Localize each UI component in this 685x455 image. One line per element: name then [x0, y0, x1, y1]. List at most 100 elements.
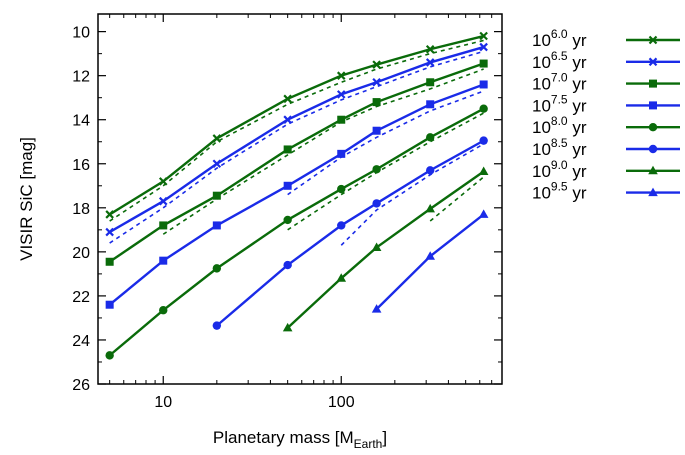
- data-point: [159, 306, 168, 315]
- data-point: [105, 227, 114, 237]
- series-line: [216, 139, 485, 327]
- y-tick-label: 12: [72, 69, 90, 86]
- legend-label: 109.0 yr: [532, 158, 587, 181]
- legend-item: 108.0 yr: [532, 114, 680, 137]
- y-tick-label: 14: [72, 113, 90, 130]
- data-point: [372, 60, 381, 69]
- data-point: [212, 134, 222, 143]
- data-point: [283, 145, 292, 154]
- data-point: [479, 136, 488, 145]
- series-line: [108, 62, 485, 263]
- legend-marker: [648, 35, 658, 45]
- data-point: [479, 80, 488, 89]
- ticks-layer: 10 12 14 16 18 20 22 24 26 10 100: [72, 14, 503, 411]
- reference-dashed-line: [109, 39, 484, 222]
- legend-item: 106.5 yr: [532, 49, 680, 72]
- series-line: [109, 45, 484, 234]
- series-line: [108, 83, 485, 306]
- legend-item: 109.5 yr: [532, 180, 680, 203]
- data-point: [105, 210, 114, 219]
- x-axis-label: Planetary mass [MEarth]: [213, 428, 387, 451]
- data-point: [337, 184, 346, 194]
- data-point: [336, 273, 347, 282]
- legend-item: 107.0 yr: [532, 71, 680, 94]
- data-point: [372, 199, 381, 208]
- legend-label: 106.5 yr: [532, 49, 587, 72]
- data-point: [212, 321, 222, 330]
- y-tick-label: 24: [72, 333, 90, 350]
- series-line: [375, 213, 485, 310]
- legend-marker: [648, 123, 658, 132]
- series-7.5: [105, 80, 488, 309]
- y-tick-label: 10: [72, 25, 90, 42]
- data-point: [479, 59, 488, 68]
- data-point: [426, 100, 435, 109]
- data-point: [372, 77, 381, 87]
- legend-label: 107.0 yr: [532, 71, 587, 94]
- legend-item: 109.0 yr: [532, 158, 680, 181]
- y-tick-label: 22: [72, 289, 90, 306]
- x-tick-label: 100: [328, 394, 355, 411]
- legend-label: 107.5 yr: [532, 92, 587, 115]
- data-point: [105, 300, 114, 309]
- data-point: [426, 78, 435, 87]
- legend-marker: [649, 79, 657, 88]
- y-tick-label: 26: [72, 377, 90, 394]
- data-point: [105, 257, 114, 266]
- data-point: [283, 260, 292, 270]
- data-point: [212, 191, 221, 200]
- data-point: [283, 181, 292, 190]
- data-point: [336, 90, 346, 99]
- data-point: [337, 115, 346, 124]
- series-layer: [105, 31, 489, 360]
- data-point: [425, 203, 435, 213]
- legend-marker: [648, 165, 658, 175]
- data-point: [478, 209, 489, 218]
- reference-dashed-line: [287, 90, 484, 196]
- legend-label: 109.5 yr: [532, 180, 587, 203]
- series-9.0: [282, 166, 489, 332]
- data-point: [372, 126, 381, 135]
- data-point: [371, 242, 382, 251]
- data-point: [158, 177, 168, 186]
- series-6.0: [105, 31, 488, 222]
- data-point: [479, 42, 488, 52]
- x-tick-label: 10: [154, 394, 172, 411]
- series-8.0: [105, 104, 488, 360]
- y-tick-label: 18: [72, 201, 90, 218]
- series-line: [108, 107, 485, 357]
- data-point: [372, 98, 381, 107]
- data-point: [159, 256, 168, 265]
- data-point: [336, 71, 346, 80]
- data-point: [282, 322, 293, 332]
- legend-item: 106.0 yr: [532, 27, 680, 50]
- series-line: [286, 170, 485, 329]
- data-point: [371, 304, 382, 313]
- reference-dashed-line: [429, 176, 485, 222]
- data-point: [425, 166, 435, 175]
- data-point: [105, 351, 114, 360]
- legend-label: 108.5 yr: [532, 136, 587, 159]
- legend-item: 108.5 yr: [532, 136, 680, 159]
- series-7.0: [105, 59, 488, 266]
- data-point: [372, 165, 381, 174]
- data-point: [283, 94, 292, 104]
- series-6.5: [105, 42, 488, 244]
- plot-frame: [97, 13, 503, 385]
- data-point: [425, 44, 435, 54]
- data-point: [212, 264, 222, 273]
- y-tick-label: 16: [72, 157, 90, 174]
- reference-dashed-line: [287, 112, 485, 231]
- data-point: [159, 221, 168, 230]
- data-point: [158, 196, 168, 206]
- data-point: [479, 104, 488, 113]
- legend-marker: [649, 101, 657, 110]
- series-9.5: [371, 209, 489, 313]
- data-point: [337, 221, 346, 230]
- y-axis-label: VISIR SiC [mag]: [17, 137, 36, 261]
- data-point: [283, 215, 292, 225]
- reference-dashed-line: [162, 68, 484, 235]
- data-point: [212, 221, 221, 230]
